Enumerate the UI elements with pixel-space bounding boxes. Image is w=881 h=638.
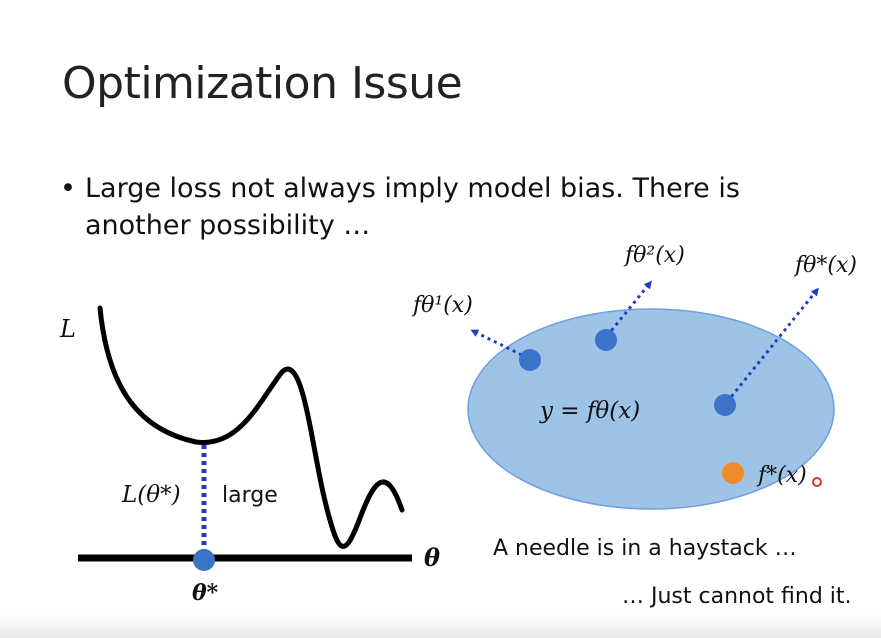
loss-plot: L θ θ* L(θ*) large bbox=[59, 305, 440, 606]
label-f-star: f*(x) bbox=[756, 463, 807, 488]
ellipse-equation: y = fθ(x) bbox=[539, 398, 640, 424]
arrow-f1 bbox=[470, 329, 529, 360]
label-f-theta-2: fθ²(x) bbox=[623, 243, 685, 268]
point-theta-1 bbox=[519, 349, 541, 371]
caption-needle: A needle is in a haystack … bbox=[493, 536, 797, 561]
point-f-star bbox=[722, 462, 744, 484]
point-theta-star bbox=[714, 394, 736, 416]
point-theta-2 bbox=[595, 329, 617, 351]
loss-value-label: L(θ*) bbox=[121, 482, 181, 508]
arrow-f2 bbox=[605, 280, 652, 337]
label-f-theta-star: fθ*(x) bbox=[793, 253, 857, 278]
function-set-ellipse bbox=[467, 308, 835, 510]
bottom-shadow bbox=[0, 614, 881, 638]
label-f-theta-1: fθ¹(x) bbox=[411, 293, 473, 318]
bullet-dot: • bbox=[60, 173, 76, 204]
loss-curve bbox=[97, 305, 405, 549]
bullet-point: • Large loss not always imply model bias… bbox=[60, 170, 800, 244]
y-axis-label: L bbox=[59, 315, 76, 343]
x-axis-label: θ bbox=[424, 543, 440, 572]
bullet-text: Large loss not always imply model bias. … bbox=[85, 173, 740, 241]
function-space-diagram: fθ¹(x) fθ²(x) fθ*(x) y = fθ(x) f*(x) A n… bbox=[411, 243, 857, 609]
arrow-fstar-theta bbox=[725, 287, 819, 403]
theta-star-point bbox=[193, 549, 215, 571]
theta-star-label: θ* bbox=[192, 580, 219, 606]
caption-cannot-find: … Just cannot find it. bbox=[622, 584, 852, 609]
loss-note: large bbox=[222, 483, 278, 508]
cursor-indicator bbox=[812, 477, 822, 487]
slide-title: Optimization Issue bbox=[62, 58, 463, 109]
